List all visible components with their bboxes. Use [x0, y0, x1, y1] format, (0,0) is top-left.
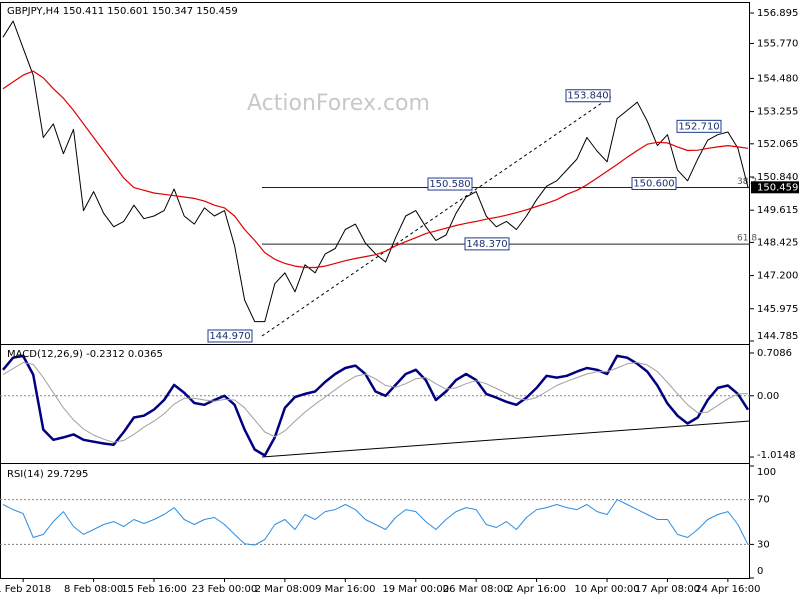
watermark: ActionForex.com	[247, 91, 430, 116]
series-line	[2, 354, 750, 457]
fib-label: 61.8	[737, 234, 757, 244]
plot-frame	[0, 2, 750, 579]
series-line	[2, 70, 749, 269]
x-tick-label: 17 Apr 08:00	[635, 584, 700, 595]
price-label: 152.710	[678, 121, 719, 132]
x-tick-label: 24 Apr 16:00	[695, 584, 760, 595]
x-tick-label: 26 Mar 08:00	[443, 584, 510, 595]
y-tick-label: 154.480	[757, 73, 798, 84]
x-tick-label: 9 Mar 16:00	[315, 584, 375, 595]
x-tick-label: 19 Mar 00:00	[382, 584, 449, 595]
price-label-box	[565, 89, 611, 103]
series-line	[2, 499, 749, 546]
panel-title: GBPJPY,H4 150.411 150.601 150.347 150.45…	[7, 6, 238, 17]
x-tick-label: 23 Feb 00:00	[192, 584, 258, 595]
y-tick-label: 145.975	[757, 304, 798, 315]
price-label-box	[427, 177, 473, 191]
series-line	[2, 20, 749, 323]
panel-title: RSI(14) 29.7295	[7, 469, 88, 480]
y-tick-label: 144.785	[757, 331, 798, 342]
y-tick-label: -1.0148	[757, 450, 796, 461]
last-price: 150.459	[757, 182, 798, 193]
series-line	[2, 362, 749, 443]
y-tick-label: 30	[757, 539, 770, 550]
trend-line	[261, 95, 613, 337]
last-price-box	[751, 181, 799, 194]
price-label-box	[631, 176, 677, 190]
x-tick-label: 2 Mar 08:00	[255, 584, 315, 595]
price-label: 144.970	[209, 331, 250, 342]
price-label: 153.840	[567, 91, 608, 102]
y-tick-label: 148.425	[757, 237, 798, 248]
y-tick-label: 0	[757, 566, 763, 577]
price-label: 150.600	[633, 178, 674, 189]
trend-line	[261, 420, 751, 458]
price-label-box	[464, 237, 510, 251]
y-tick-label: 152.065	[757, 139, 798, 150]
y-tick-label: 149.615	[757, 205, 798, 216]
x-tick-label: 10 Apr 00:00	[574, 584, 639, 595]
panel-title: MACD(12,26,9) -0.2312 0.0365	[7, 349, 163, 360]
price-label: 148.370	[466, 239, 507, 250]
price-label-box	[207, 329, 253, 343]
y-tick-label: 147.200	[757, 271, 798, 282]
price-label-box	[676, 119, 722, 133]
x-tick-label: 15 Feb 16:00	[121, 584, 187, 595]
x-tick-label: 1 Feb 2018	[0, 584, 51, 595]
y-tick-label: 156.895	[757, 8, 798, 19]
y-tick-label: 153.255	[757, 107, 798, 118]
x-tick-label: 8 Feb 08:00	[64, 584, 123, 595]
price-label: 150.580	[429, 179, 470, 190]
y-tick-label: 155.770	[757, 38, 798, 49]
y-tick-label: 0.7086	[757, 348, 792, 359]
x-tick-label: 2 Apr 16:00	[507, 584, 566, 595]
y-tick-label: 70	[757, 495, 770, 506]
y-tick-label: 150.840	[757, 172, 798, 183]
y-tick-label: 0.00	[757, 391, 779, 402]
y-tick-label: 100	[757, 467, 776, 478]
